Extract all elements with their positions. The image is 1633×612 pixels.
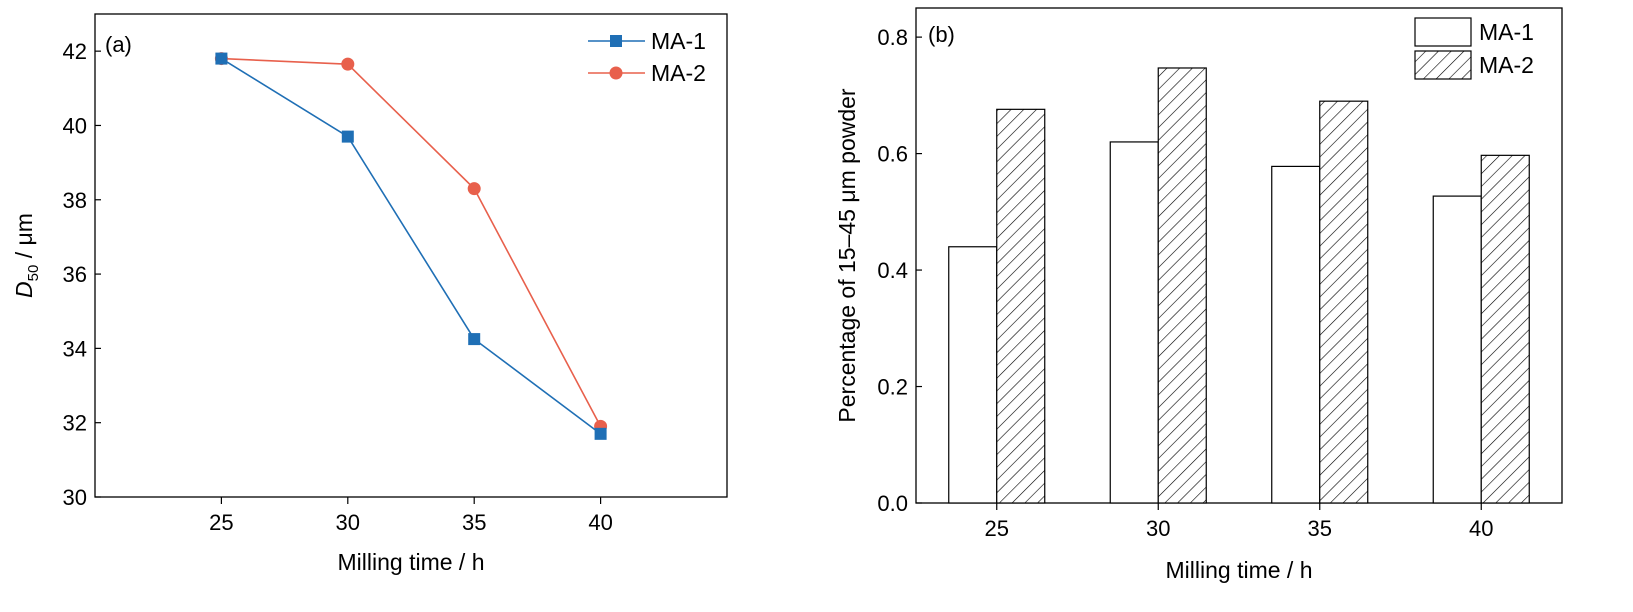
y-tick-label-b: 0.2 [877,375,908,400]
x-axis-label-b: Milling time / h [1166,557,1313,583]
y-tick-label-a: 36 [63,262,87,287]
bar-ma-1 [1432,195,1482,504]
chart-b: 0.0 0.2 0.4 0.6 0.8 25 30 35 40 Milling time / h P… [834,7,1563,583]
legend-marker-ma-2 [609,66,623,80]
series-line-ma-1 [220,57,602,435]
bar-ma-2 [1319,100,1369,504]
y-axis-label-sub: 50 [25,265,42,282]
legend-label-ma-2: MA-2 [1479,52,1534,78]
bar-ma-1 [1109,141,1159,504]
legend-label-ma-1: MA-1 [651,28,706,54]
data-point-ma-1 [215,52,228,65]
y-tick-label-b: 0.6 [877,142,908,167]
y-tick-label-a: 34 [63,336,87,361]
panel-label-a: (a) [105,32,132,57]
x-tick-label-b: 30 [1146,516,1170,541]
y-tick-label-a: 38 [63,188,87,213]
x-tick-label-a: 40 [588,510,612,535]
data-point-ma-2 [467,182,481,196]
y-tick-label-b: 0.4 [877,258,908,283]
data-point-ma-2 [341,57,355,71]
y-tick-label-a: 42 [63,39,87,64]
bar-ma-2 [1480,154,1530,504]
x-tick-label-b: 40 [1469,516,1493,541]
y-tick-label-a: 32 [63,411,87,436]
x-axis-label-a: Milling time / h [338,549,485,575]
y-axis-label-main: D [11,281,37,298]
y-axis-label-b: Percentage of 15–45 μm powder [834,88,860,423]
bar-ma-2 [996,108,1046,504]
chart-a: 30 32 34 36 38 40 42 25 30 35 40 Milling time / h D5… [11,13,728,575]
y-tick-label-b: 0.0 [877,491,908,516]
legend-label-ma-1: MA-1 [1479,19,1534,45]
series-line-ma-2 [221,57,602,427]
bar-ma-1 [1271,165,1321,504]
data-point-ma-1 [594,427,607,440]
x-tick-label-a: 25 [209,510,233,535]
plot-frame-b [915,7,1563,504]
y-axis-label-a: D50 / μm [11,213,42,298]
y-tick-label-b: 0.8 [877,25,908,50]
y-axis-label-rest: / μm [11,213,37,265]
bar-ma-2 [1157,67,1207,504]
x-tick-label-a: 30 [336,510,360,535]
legend-swatch-ma-2 [1414,50,1472,80]
y-tick-label-a: 40 [63,113,87,138]
legend-swatch-ma-1 [1414,17,1472,47]
legend-label-ma-2: MA-2 [651,60,706,86]
plot-frame-a [94,13,728,498]
x-tick-label-b: 35 [1308,516,1332,541]
data-point-ma-1 [341,130,354,143]
y-tick-label-a: 30 [63,485,87,510]
x-tick-label-a: 35 [462,510,486,535]
legend-marker-ma-1 [610,35,622,47]
x-tick-label-b: 25 [985,516,1009,541]
panel-label-b: (b) [928,22,955,47]
data-point-ma-1 [468,333,481,346]
bar-ma-1 [948,246,998,504]
